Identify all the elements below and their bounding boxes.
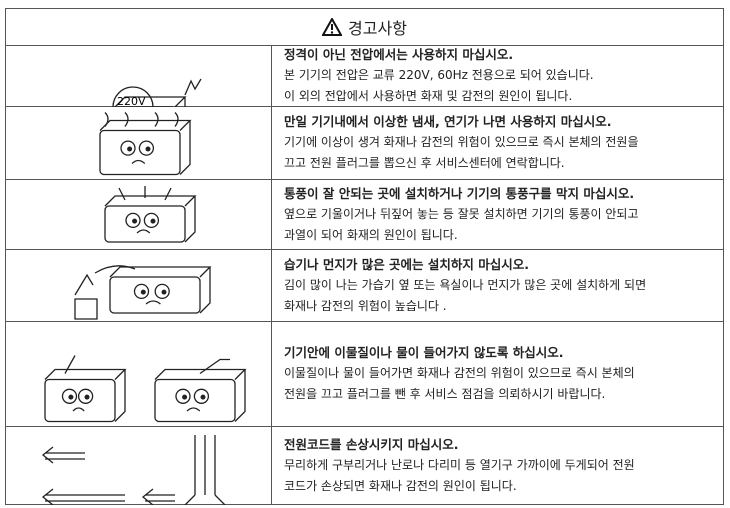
- illustration-cell: [5, 427, 272, 505]
- illustration: [41, 435, 226, 505]
- illustration: [99, 112, 192, 176]
- header-title: 경고사항: [348, 18, 407, 38]
- warning-title: 습기나 먼지가 많은 곳에는 설치하지 마십시오.: [284, 256, 530, 272]
- warning-icon: [322, 17, 343, 36]
- warning-text: 전원을 끄고 플러그를 뺀 후 서비스 점검을 의뢰하시기 바랍니다.: [284, 387, 606, 401]
- illustration-label: 220V: [117, 95, 146, 107]
- illustration: [74, 265, 212, 320]
- warning-text: 이물질이나 물이 들어가면 화재나 감전의 위험이 있으므로 즉시 본체의: [284, 366, 635, 380]
- warning-title: 기기안에 이물질이나 물이 들어가지 않도록 하십시오.: [284, 345, 564, 360]
- illustration-cell: [5, 107, 272, 179]
- warning-title: 전원코드를 손상시키지 마십시오.: [284, 437, 459, 452]
- table-frame: [5, 8, 724, 505]
- warning-row: 습기나 먼지가 많은 곳에는 설치하지 마십시오. 김이 많이 나는 가습기 옆 …: [5, 250, 724, 322]
- illustration: [104, 186, 197, 243]
- text-cell: 만일 기기내에서 이상한 냄새, 연기가 나면 사용하지 마십시오. 기기에 이상…: [284, 107, 639, 179]
- illustration: [44, 355, 247, 423]
- warning-text: 과열이 되어 화재의 원인이 됩니다.: [284, 227, 458, 242]
- warning-text: 이 외의 전압에서 사용하면 화재 및 감전의 원인이 됩니다.: [284, 88, 573, 103]
- warning-text: 무리하게 구부리거나 난로나 다리미 등 열기구 가까이에 두게되어 전원: [284, 458, 635, 472]
- warning-title: 만일 기기내에서 이상한 냄새, 연기가 나면 사용하지 마십시오.: [284, 114, 612, 129]
- warning-row: 전원코드를 손상시키지 마십시오. 무리하게 구부리거나 난로나 다리미 등 열기…: [5, 427, 724, 505]
- warning-title: 통풍이 잘 안되는 곳에 설치하거나 기기의 통풍구를 막지 마십시오.: [284, 185, 635, 201]
- warning-text: 옆으로 기울이거나 뒤짚어 놓는 등 잘못 설치하면 기기의 통풍이 안되고: [284, 206, 639, 221]
- text-cell: 전원코드를 손상시키지 마십시오. 무리하게 구부리거나 난로나 다리미 등 열기…: [284, 427, 635, 505]
- warning-row: 기기안에 이물질이나 물이 들어가지 않도록 하십시오. 이물질이나 물이 들어가…: [5, 322, 724, 427]
- text-cell: 통풍이 잘 안되는 곳에 설치하거나 기기의 통풍구를 막지 마십시오. 옆으로 …: [284, 180, 639, 249]
- illustration: 220V: [112, 78, 202, 107]
- warning-text: 끄고 전원 플러그를 뽑으신 후 서비스센터에 연락합니다.: [284, 156, 565, 170]
- illustration-cell: [5, 250, 272, 321]
- text-cell: 습기나 먼지가 많은 곳에는 설치하지 마십시오. 김이 많이 나는 가습기 옆 …: [284, 250, 646, 321]
- warning-title: 정격이 아닌 전압에서는 사용하지 마십시오.: [284, 46, 514, 62]
- warning-row: 만일 기기내에서 이상한 냄새, 연기가 나면 사용하지 마십시오. 기기에 이상…: [5, 107, 724, 180]
- illustration-cell: [5, 322, 272, 426]
- text-cell: 정격이 아닌 전압에서는 사용하지 마십시오. 본 기기의 전압은 교류 220V…: [284, 45, 594, 106]
- warning-row: 통풍이 잘 안되는 곳에 설치하거나 기기의 통풍구를 막지 마십시오. 옆으로 …: [5, 180, 724, 250]
- warning-row: 220V 정격이 아닌 전압에서는 사용하지 마십시오. 본 기기의 전압은 교류 …: [5, 45, 724, 107]
- warning-text: 본 기기의 전압은 교류 220V, 60Hz 전용으로 되어 있습니다.: [284, 67, 594, 82]
- table-header: 경고사항: [5, 8, 724, 46]
- text-cell: 기기안에 이물질이나 물이 들어가지 않도록 하십시오. 이물질이나 물이 들어가…: [284, 322, 635, 426]
- illustration-cell: [5, 180, 272, 249]
- warning-text: 코드가 손상되면 화재나 감전의 원인이 됩니다.: [284, 479, 517, 493]
- warning-text: 기기에 이상이 생겨 화재나 감전의 위험이 있으므로 즉시 본체의 전원을: [284, 135, 639, 149]
- illustration-cell: 220V: [5, 45, 272, 107]
- warning-text: 화재나 감전의 위험이 높습니다 .: [284, 298, 447, 313]
- warning-text: 김이 많이 나는 가습기 옆 또는 욕실이나 먼지가 많은 곳에 설치하게 되면: [284, 277, 647, 292]
